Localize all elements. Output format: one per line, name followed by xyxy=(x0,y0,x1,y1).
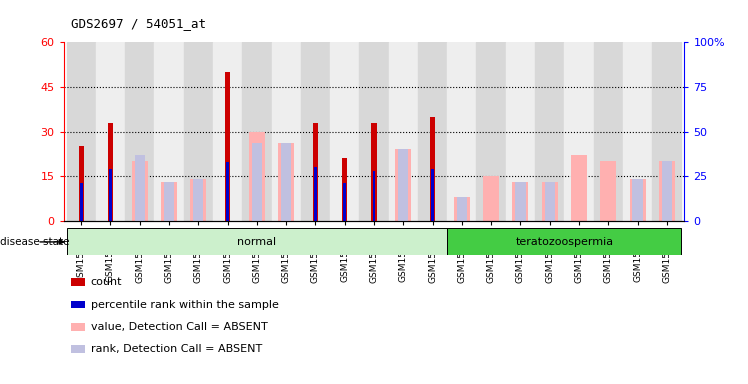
Bar xyxy=(447,42,476,221)
Bar xyxy=(571,156,587,221)
Bar xyxy=(213,42,242,221)
Bar xyxy=(109,169,112,221)
Text: percentile rank within the sample: percentile rank within the sample xyxy=(91,300,278,310)
Text: count: count xyxy=(91,277,122,287)
Bar xyxy=(242,42,272,221)
Bar xyxy=(281,144,291,221)
Bar xyxy=(457,197,467,221)
Bar xyxy=(652,42,681,221)
Bar xyxy=(343,183,346,221)
Bar xyxy=(506,42,535,221)
Text: value, Detection Call = ABSENT: value, Detection Call = ABSENT xyxy=(91,322,267,332)
Bar xyxy=(431,169,434,221)
Text: normal: normal xyxy=(237,237,277,247)
Bar xyxy=(67,228,447,255)
Bar xyxy=(447,228,681,255)
Bar xyxy=(161,182,177,221)
Bar xyxy=(545,182,555,221)
Bar xyxy=(193,179,203,221)
Bar xyxy=(164,182,174,221)
Bar xyxy=(515,182,526,221)
Bar xyxy=(662,161,672,221)
Bar xyxy=(600,161,616,221)
Bar xyxy=(252,144,262,221)
Bar xyxy=(454,197,470,221)
Bar xyxy=(542,182,558,221)
Bar xyxy=(342,158,347,221)
Bar xyxy=(395,149,411,221)
Bar xyxy=(79,146,84,221)
Bar xyxy=(314,167,317,221)
Bar xyxy=(67,42,96,221)
Bar xyxy=(313,122,318,221)
Bar xyxy=(659,161,675,221)
Bar xyxy=(135,156,145,221)
Bar xyxy=(623,42,652,221)
Text: rank, Detection Call = ABSENT: rank, Detection Call = ABSENT xyxy=(91,344,262,354)
Bar xyxy=(226,162,229,221)
Bar xyxy=(301,42,330,221)
Bar xyxy=(373,171,375,221)
Bar xyxy=(154,42,184,221)
Text: teratozoospermia: teratozoospermia xyxy=(515,237,613,247)
Bar xyxy=(512,182,529,221)
Bar xyxy=(80,183,82,221)
Bar xyxy=(278,144,294,221)
Bar xyxy=(630,179,646,221)
Bar xyxy=(96,42,125,221)
Text: GDS2697 / 54051_at: GDS2697 / 54051_at xyxy=(71,17,206,30)
Bar xyxy=(330,42,359,221)
Bar xyxy=(272,42,301,221)
Text: disease state: disease state xyxy=(0,237,70,247)
Bar xyxy=(190,179,206,221)
Bar xyxy=(418,42,447,221)
Bar xyxy=(535,42,564,221)
Bar xyxy=(225,72,230,221)
Bar xyxy=(564,42,594,221)
Bar xyxy=(359,42,389,221)
Bar xyxy=(249,131,265,221)
Bar xyxy=(125,42,154,221)
Bar xyxy=(371,122,377,221)
Bar xyxy=(184,42,213,221)
Bar xyxy=(389,42,418,221)
Bar xyxy=(594,42,623,221)
Bar xyxy=(483,176,499,221)
Bar xyxy=(476,42,506,221)
Bar xyxy=(398,149,408,221)
Bar xyxy=(132,161,148,221)
Bar xyxy=(430,117,435,221)
Bar xyxy=(633,179,643,221)
Bar xyxy=(108,122,113,221)
